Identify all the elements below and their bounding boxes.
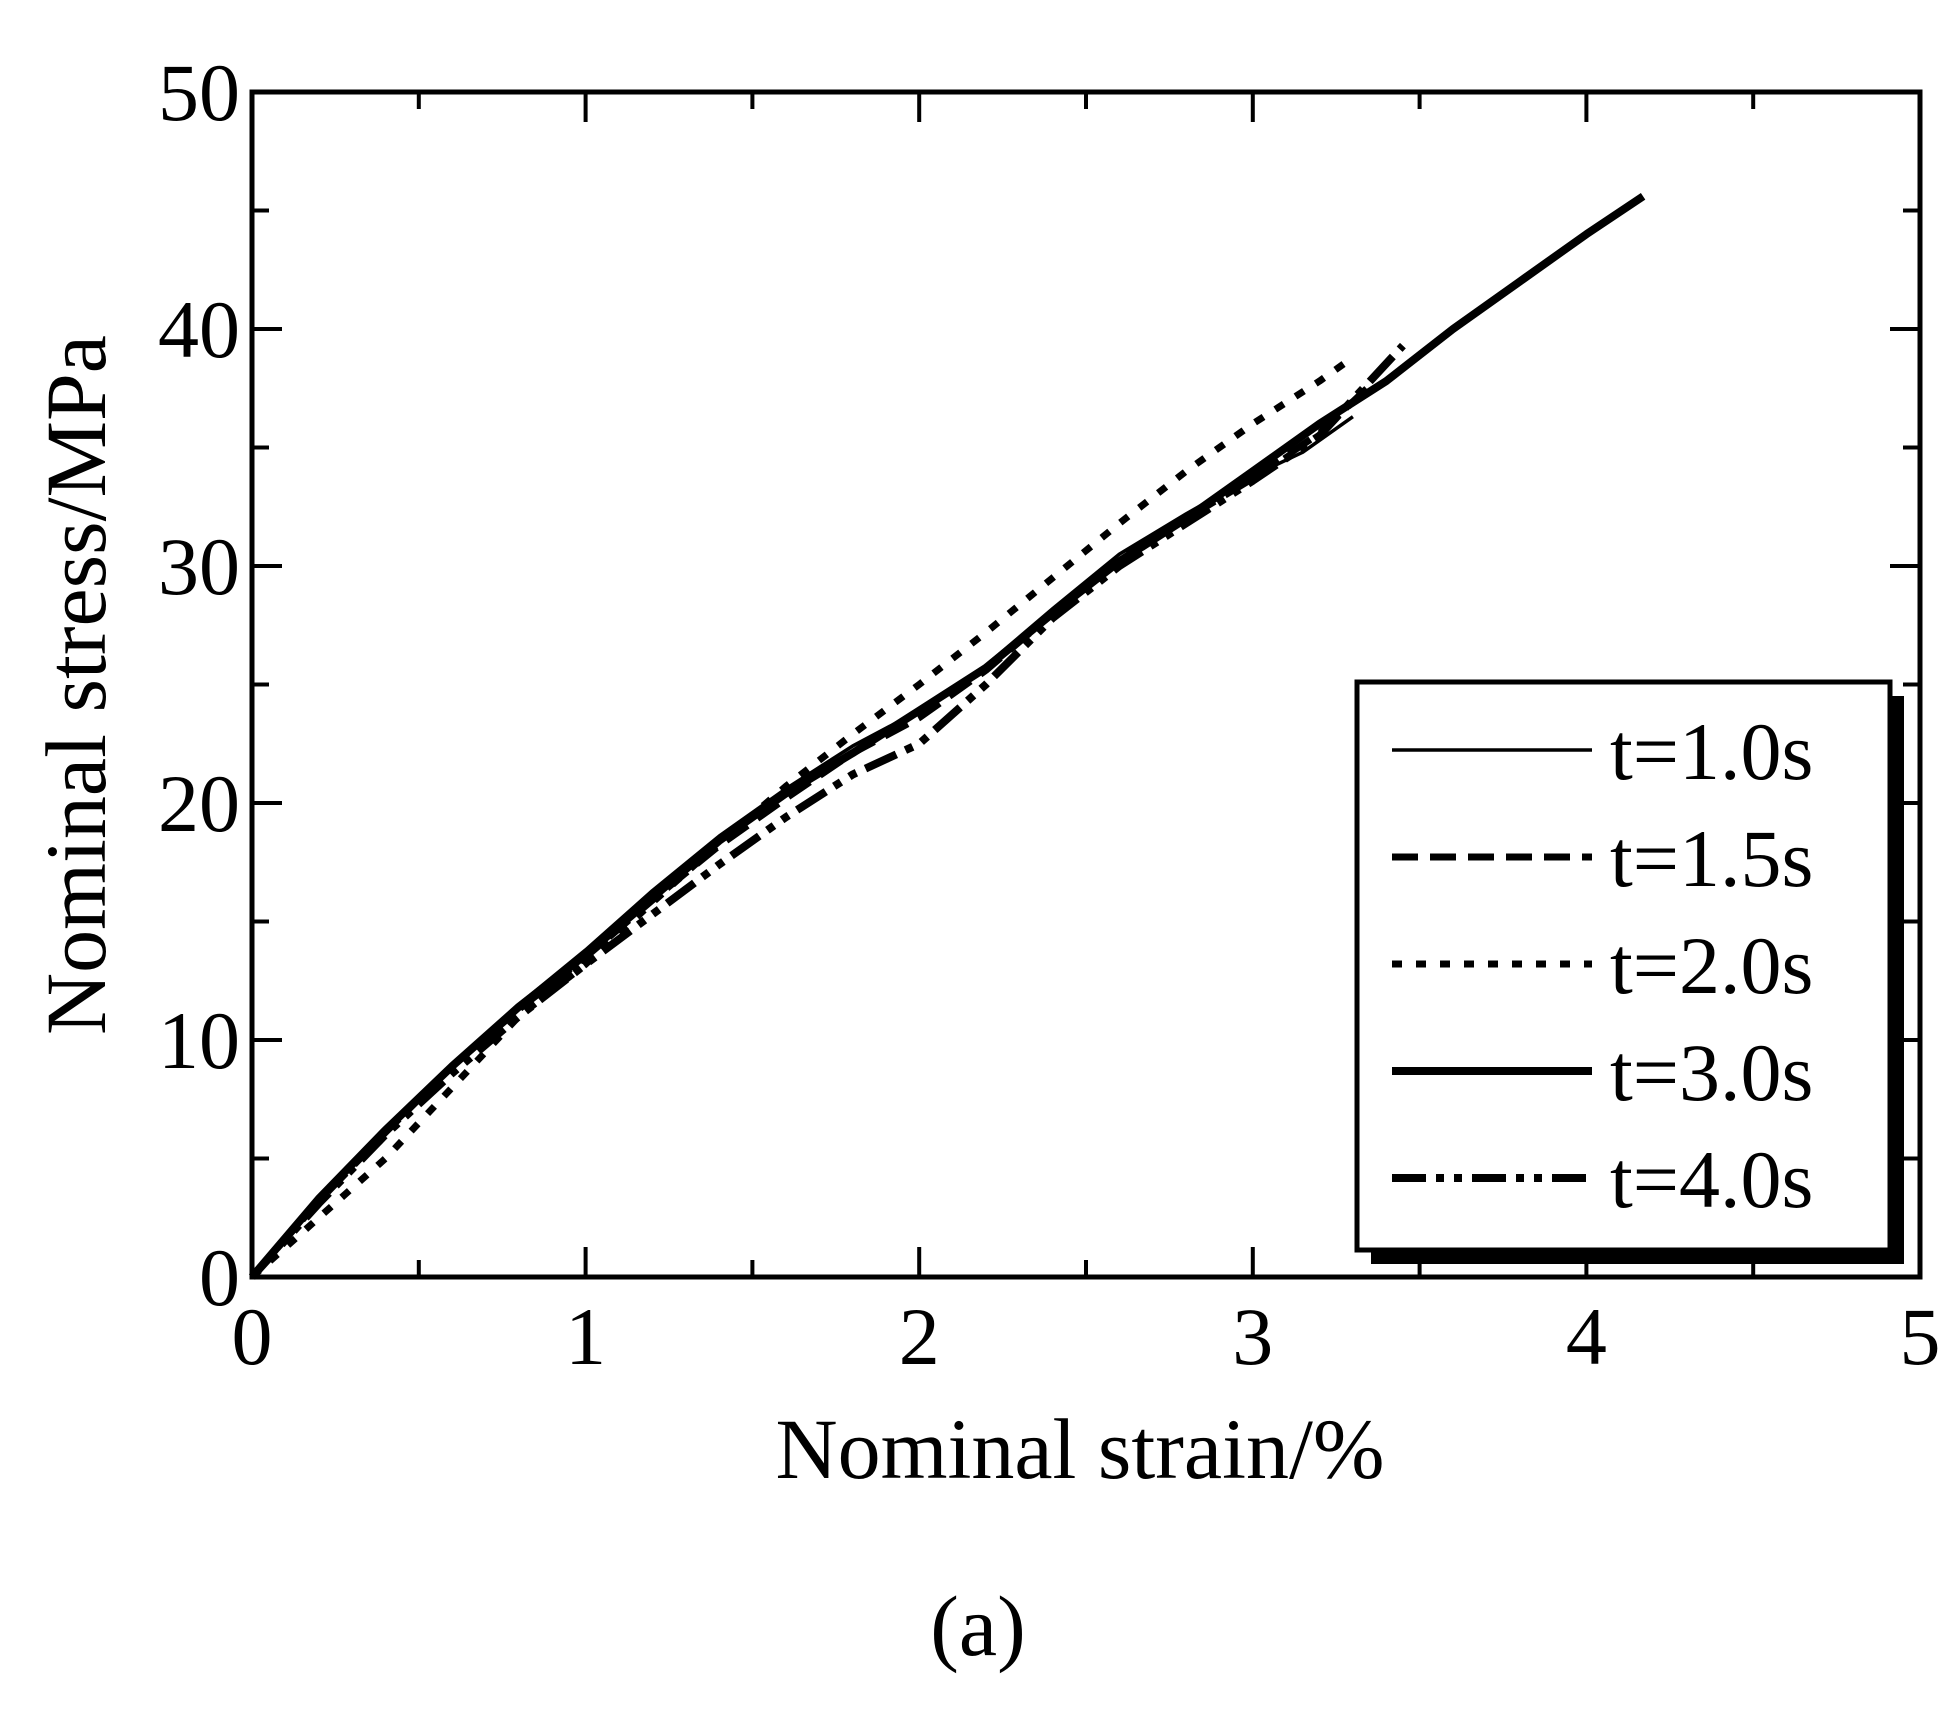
series-line-3	[249, 354, 1355, 1280]
series-line-4	[248, 192, 1646, 1280]
y-tick-label: 40	[158, 284, 240, 375]
x-tick-label: 2	[899, 1291, 940, 1382]
series-layer	[248, 192, 1646, 1280]
series-line-1	[250, 415, 1354, 1279]
x-tick-label: 4	[1566, 1291, 1607, 1382]
figure-caption: (a)	[930, 1578, 1025, 1674]
x-tick-label: 1	[565, 1291, 606, 1382]
legend-label-4: t=3.0s	[1610, 1027, 1813, 1118]
y-tick-label: 10	[158, 995, 240, 1086]
x-axis-title: Nominal strain/%	[775, 1401, 1384, 1497]
y-axis-title: Nominal stress/MPa	[28, 335, 124, 1035]
series-line-5	[249, 342, 1406, 1280]
x-tick-label: 5	[1900, 1291, 1941, 1382]
y-tick-label: 30	[158, 521, 240, 612]
legend: t=1.0s t=1.5s t=2.0s t=3.0s t=4.0s	[1354, 679, 1904, 1264]
legend-label-2: t=1.5s	[1610, 813, 1813, 904]
legend-label-3: t=2.0s	[1610, 920, 1813, 1011]
y-tick-label: 20	[158, 758, 240, 849]
y-tick-label: 0	[199, 1232, 240, 1323]
legend-label-5: t=4.0s	[1610, 1134, 1813, 1225]
y-tick-label: 50	[158, 47, 240, 138]
series-line-2	[249, 383, 1373, 1280]
x-tick-label: 0	[232, 1291, 273, 1382]
legend-label-1: t=1.0s	[1610, 706, 1813, 797]
x-tick-label: 3	[1232, 1291, 1273, 1382]
